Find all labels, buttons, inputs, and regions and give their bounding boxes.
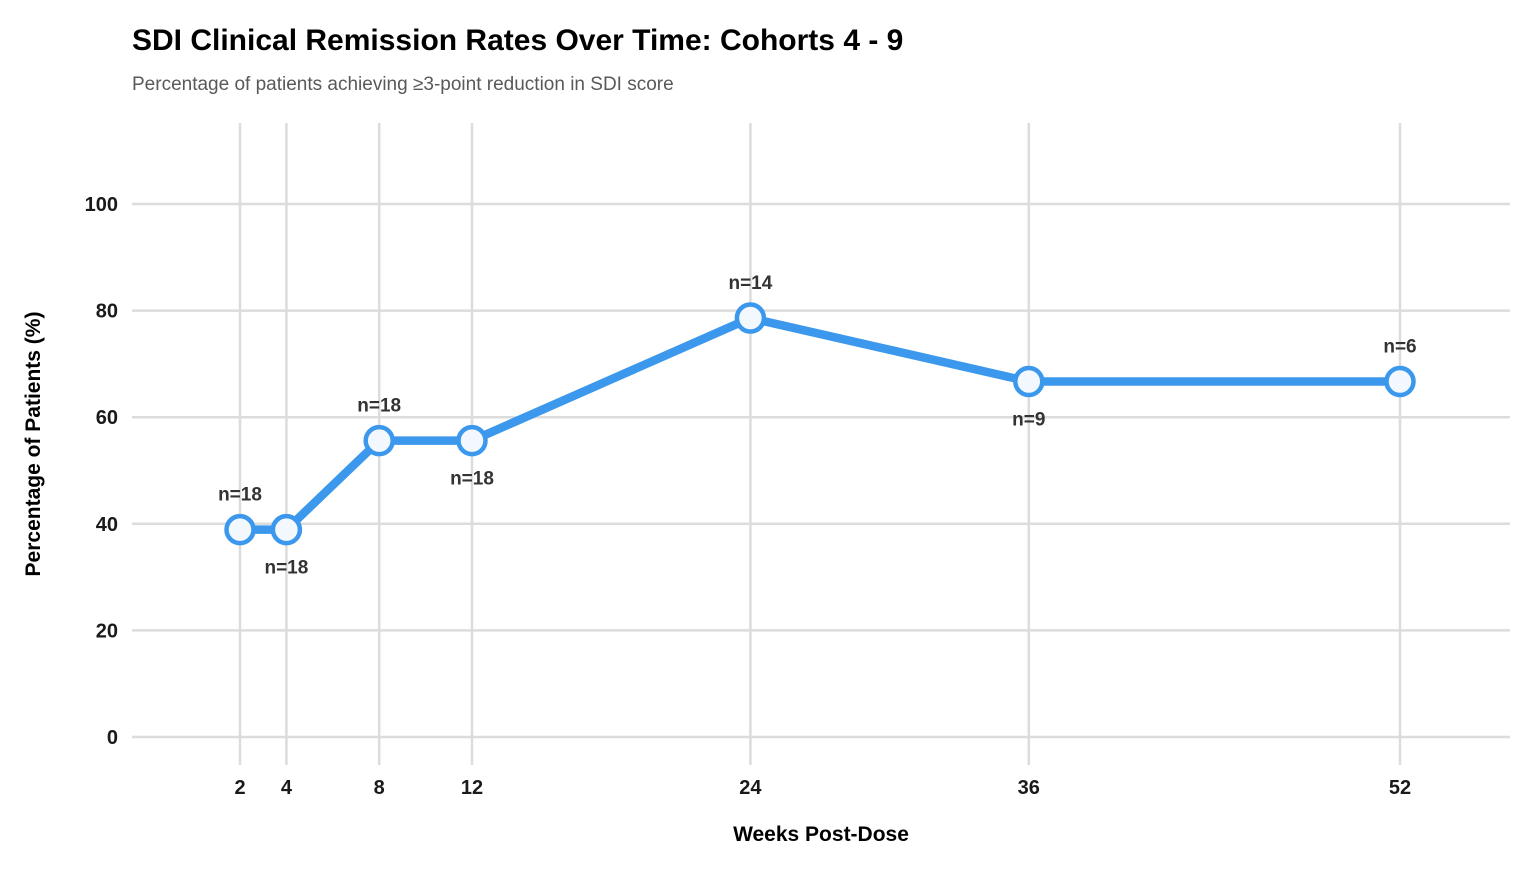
- data-point-marker: [456, 424, 488, 457]
- data-point-marker: [1384, 365, 1416, 398]
- point-label-layer: n=18 n=18 n=18 n=18 n=14 n=9 n=6: [218, 273, 1417, 579]
- x-tick-label: 12: [461, 777, 483, 799]
- y-axis-title: Percentage of Patients (%): [22, 312, 45, 577]
- remission-rate-line: [235, 313, 1405, 534]
- grid-layer: [132, 123, 1510, 765]
- x-tick-label: 24: [739, 777, 762, 799]
- data-point-marker: [363, 424, 395, 457]
- point-n-label: n=14: [728, 273, 772, 294]
- point-n-label: n=18: [218, 485, 262, 506]
- data-point-marker: [734, 302, 767, 334]
- x-tick-label: 4: [281, 777, 293, 799]
- point-n-label: n=18: [264, 558, 308, 579]
- point-n-label: n=9: [1012, 409, 1045, 430]
- point-n-label: n=18: [357, 396, 401, 417]
- data-point-marker: [270, 513, 303, 546]
- x-tick-label: 2: [234, 777, 245, 799]
- chart-subtitle: Percentage of patients achieving ≥3-poin…: [132, 74, 674, 95]
- y-tick-label: 0: [107, 727, 118, 749]
- x-tick-label: 52: [1389, 777, 1411, 799]
- x-axis-title: Weeks Post-Dose: [733, 823, 909, 846]
- data-point-marker: [224, 513, 256, 546]
- y-tick-label: 100: [85, 194, 118, 216]
- y-tick-label: 60: [96, 407, 118, 429]
- y-tick-label: 40: [96, 514, 118, 536]
- point-n-label: n=6: [1383, 336, 1416, 357]
- x-tick-label: 8: [374, 777, 385, 799]
- data-point-marker: [1013, 365, 1045, 398]
- x-tick-label: 36: [1018, 777, 1040, 799]
- y-tick-label: 80: [96, 301, 118, 323]
- point-n-label: n=18: [450, 469, 494, 490]
- y-tick-label: 20: [96, 620, 118, 642]
- series-layer: [224, 302, 1416, 546]
- chart-title: SDI Clinical Remission Rates Over Time: …: [132, 24, 904, 57]
